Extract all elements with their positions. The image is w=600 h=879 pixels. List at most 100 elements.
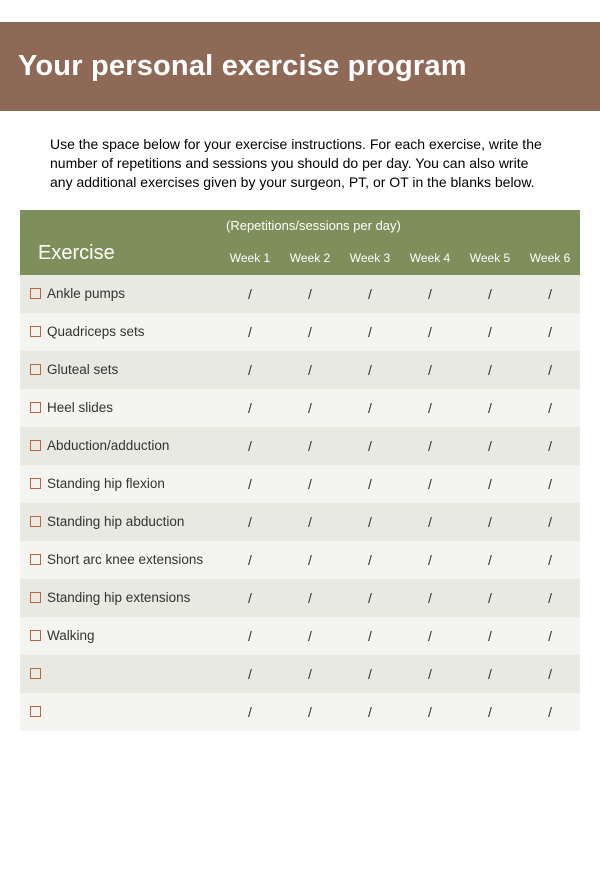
week-cell[interactable]: / [460, 655, 520, 693]
week-cell[interactable]: / [460, 313, 520, 351]
week-cell[interactable]: / [280, 427, 340, 465]
checkbox-icon[interactable] [30, 516, 41, 527]
week-cell[interactable]: / [460, 693, 520, 731]
week-cell[interactable]: / [340, 617, 400, 655]
week-cell[interactable]: / [520, 503, 580, 541]
week-cell[interactable]: / [400, 351, 460, 389]
week-cell[interactable]: / [520, 693, 580, 731]
table-row: Walking////// [20, 617, 580, 655]
week-cell[interactable]: / [400, 579, 460, 617]
week-cell[interactable]: / [280, 617, 340, 655]
week-cell[interactable]: / [460, 427, 520, 465]
week-cell[interactable]: / [520, 579, 580, 617]
week-cell[interactable]: / [340, 313, 400, 351]
week-cell[interactable]: / [400, 503, 460, 541]
week-cell[interactable]: / [340, 503, 400, 541]
checkbox-icon[interactable] [30, 478, 41, 489]
week-cell[interactable]: / [220, 579, 280, 617]
exercise-cell: Short arc knee extensions [20, 541, 220, 579]
week-cell[interactable]: / [520, 313, 580, 351]
week-cell[interactable]: / [220, 275, 280, 313]
checkbox-icon[interactable] [30, 326, 41, 337]
week-cell[interactable]: / [340, 655, 400, 693]
week-cell[interactable]: / [220, 541, 280, 579]
week-cell[interactable]: / [220, 389, 280, 427]
week-cell[interactable]: / [400, 465, 460, 503]
week-cell[interactable]: / [520, 465, 580, 503]
week-cell[interactable]: / [280, 465, 340, 503]
week-cell[interactable]: / [220, 655, 280, 693]
week-cell[interactable]: / [280, 655, 340, 693]
week-cell[interactable]: / [220, 617, 280, 655]
week-cell[interactable]: / [400, 389, 460, 427]
checkbox-icon[interactable] [30, 440, 41, 451]
exercise-table: Exercise (Repetitions/sessions per day) … [20, 210, 580, 731]
week-cell[interactable]: / [400, 313, 460, 351]
week-header: Week 2 [280, 243, 340, 275]
week-cell[interactable]: / [520, 275, 580, 313]
week-cell[interactable]: / [220, 503, 280, 541]
week-cell[interactable]: / [520, 617, 580, 655]
week-cell[interactable]: / [340, 465, 400, 503]
week-cell[interactable]: / [460, 579, 520, 617]
week-cell[interactable]: / [400, 427, 460, 465]
week-cell[interactable]: / [220, 313, 280, 351]
exercise-cell: Quadriceps sets [20, 313, 220, 351]
week-cell[interactable]: / [400, 541, 460, 579]
week-cell[interactable]: / [520, 351, 580, 389]
week-cell[interactable]: / [460, 389, 520, 427]
checkbox-icon[interactable] [30, 554, 41, 565]
week-cell[interactable]: / [520, 427, 580, 465]
checkbox-icon[interactable] [30, 402, 41, 413]
week-cell[interactable]: / [400, 617, 460, 655]
week-cell[interactable]: / [280, 313, 340, 351]
week-cell[interactable]: / [460, 275, 520, 313]
week-cell[interactable]: / [280, 579, 340, 617]
table-row: Standing hip extensions////// [20, 579, 580, 617]
page-title: Your personal exercise program [18, 50, 582, 83]
week-cell[interactable]: / [460, 617, 520, 655]
week-cell[interactable]: / [340, 579, 400, 617]
week-cell[interactable]: / [280, 693, 340, 731]
week-cell[interactable]: / [460, 541, 520, 579]
week-cell[interactable]: / [340, 351, 400, 389]
week-cell[interactable]: / [460, 465, 520, 503]
page-header: Your personal exercise program [0, 22, 600, 111]
checkbox-icon[interactable] [30, 288, 41, 299]
week-cell[interactable]: / [220, 693, 280, 731]
week-cell[interactable]: / [220, 351, 280, 389]
exercise-cell [20, 655, 220, 693]
week-cell[interactable]: / [280, 503, 340, 541]
week-cell[interactable]: / [520, 389, 580, 427]
exercise-cell: Walking [20, 617, 220, 655]
week-cell[interactable]: / [400, 693, 460, 731]
week-cell[interactable]: / [340, 275, 400, 313]
week-cell[interactable]: / [220, 465, 280, 503]
exercise-cell: Standing hip abduction [20, 503, 220, 541]
checkbox-icon[interactable] [30, 706, 41, 717]
week-cell[interactable]: / [220, 427, 280, 465]
exercise-cell: Gluteal sets [20, 351, 220, 389]
week-cell[interactable]: / [460, 503, 520, 541]
week-cell[interactable]: / [280, 351, 340, 389]
week-cell[interactable]: / [460, 351, 520, 389]
week-cell[interactable]: / [280, 541, 340, 579]
exercise-label: Abduction/adduction [47, 438, 169, 453]
week-cell[interactable]: / [400, 655, 460, 693]
week-cell[interactable]: / [340, 427, 400, 465]
week-cell[interactable]: / [520, 541, 580, 579]
checkbox-icon[interactable] [30, 630, 41, 641]
week-cell[interactable]: / [340, 389, 400, 427]
exercise-label: Ankle pumps [47, 286, 125, 301]
checkbox-icon[interactable] [30, 364, 41, 375]
table-row: Heel slides////// [20, 389, 580, 427]
exercise-label: Standing hip flexion [47, 476, 165, 491]
week-cell[interactable]: / [280, 275, 340, 313]
week-cell[interactable]: / [340, 541, 400, 579]
week-cell[interactable]: / [520, 655, 580, 693]
week-cell[interactable]: / [340, 693, 400, 731]
checkbox-icon[interactable] [30, 592, 41, 603]
week-cell[interactable]: / [280, 389, 340, 427]
checkbox-icon[interactable] [30, 668, 41, 679]
week-cell[interactable]: / [400, 275, 460, 313]
